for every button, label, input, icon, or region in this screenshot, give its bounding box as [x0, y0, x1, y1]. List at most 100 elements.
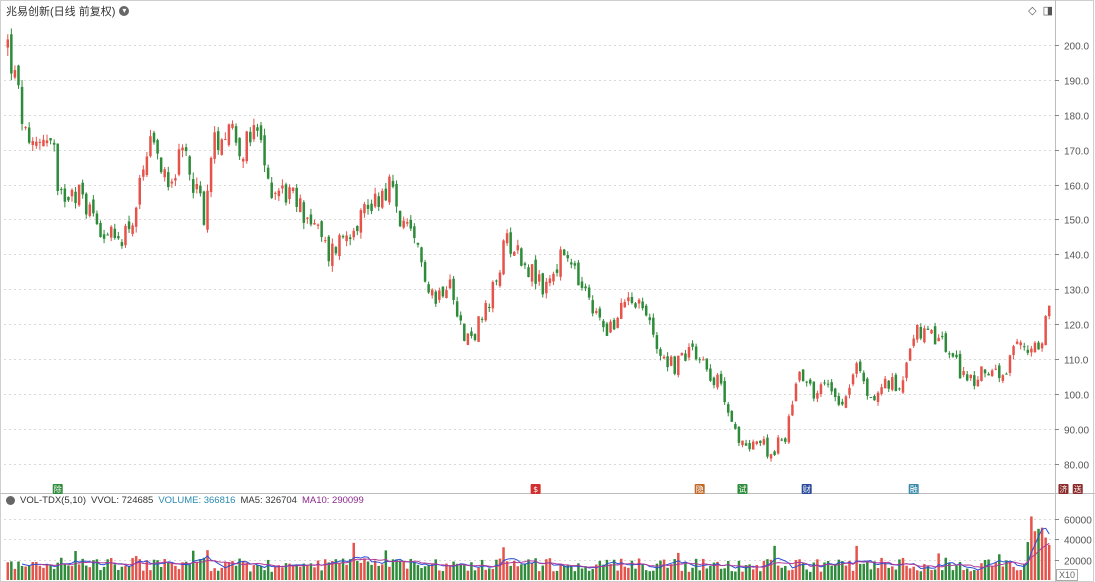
volume-bar — [1033, 531, 1037, 580]
volume-bar — [677, 552, 680, 580]
event-marker-label[interactable]: $ — [533, 485, 538, 494]
volume-bar — [366, 561, 370, 580]
event-marker-label[interactable]: 财 — [803, 484, 811, 494]
candle-body — [67, 196, 70, 201]
volume-bar — [252, 565, 256, 580]
volume-bar — [841, 561, 844, 580]
event-marker-label[interactable]: 隐 — [696, 484, 704, 494]
event-marker[interactable] — [530, 484, 541, 494]
volume-bar — [92, 560, 95, 580]
volume-bar — [666, 567, 669, 580]
event-marker[interactable] — [52, 484, 63, 494]
panel-toggle-icon[interactable]: ◨ — [1042, 5, 1053, 17]
event-marker[interactable] — [1072, 484, 1083, 494]
candle-body — [323, 240, 327, 242]
volume-bar — [702, 558, 705, 580]
top-icons: ◇ ◨ — [1028, 4, 1053, 17]
volume-bar — [505, 561, 509, 580]
volume-bar — [291, 566, 295, 580]
candle-body — [38, 141, 42, 143]
volume-bar — [6, 562, 10, 580]
candle-body — [851, 374, 855, 385]
volume-bar — [67, 565, 70, 580]
candle-body — [181, 147, 184, 151]
volume-bar — [138, 559, 141, 580]
candle-body — [644, 305, 648, 316]
price-tick-label: 130.0 — [1064, 286, 1089, 297]
volume-bar — [413, 562, 416, 580]
event-marker[interactable] — [737, 484, 748, 494]
candle-body — [580, 281, 584, 288]
volume-bar — [548, 558, 552, 580]
candle-body — [405, 222, 409, 224]
volume-bar — [973, 569, 976, 580]
candle-body — [1019, 342, 1022, 346]
candle-body — [548, 278, 552, 283]
candle-body — [616, 317, 619, 328]
candle-body — [480, 318, 484, 320]
event-marker-label[interactable]: 除 — [54, 484, 62, 494]
volume-bar — [983, 559, 987, 580]
candle-body — [919, 327, 923, 339]
volume-bar — [391, 559, 395, 580]
candle-body — [295, 187, 298, 207]
candle-body — [109, 226, 113, 238]
volume-bar — [113, 564, 117, 580]
price-tick-label: 170.0 — [1064, 147, 1089, 158]
candle-body — [990, 370, 994, 377]
candle-body — [306, 217, 309, 219]
candle-body — [809, 379, 812, 384]
volume-bar — [256, 565, 259, 580]
price-tick-label: 180.0 — [1064, 112, 1089, 123]
volume-bar — [334, 559, 338, 580]
price-tick-label: 110.0 — [1064, 356, 1089, 367]
candle-body — [1005, 373, 1008, 375]
volume-bar — [962, 570, 965, 580]
volume-bar — [216, 570, 220, 580]
candle-body — [13, 70, 17, 78]
event-marker-label[interactable]: 送 — [1074, 484, 1082, 494]
price-tick-label: 100.0 — [1064, 391, 1089, 402]
volume-bar — [527, 559, 530, 580]
event-marker-label[interactable]: 试 — [738, 484, 746, 494]
event-marker[interactable] — [908, 484, 919, 494]
candle-body — [331, 243, 334, 266]
volume-bar — [10, 561, 13, 580]
event-marker[interactable] — [694, 484, 705, 494]
volume-bar — [833, 563, 837, 580]
candle-body — [188, 156, 191, 175]
volume-bar — [277, 565, 281, 580]
candle-body — [316, 224, 320, 226]
candle-body — [52, 142, 56, 145]
event-marker[interactable] — [1058, 484, 1069, 494]
candle-body — [270, 182, 273, 198]
event-marker[interactable] — [801, 484, 812, 494]
candle-body — [659, 349, 662, 356]
volume-bar — [81, 558, 84, 580]
event-marker-label[interactable]: 融 — [910, 484, 918, 494]
price-tick-label: 140.0 — [1064, 251, 1089, 262]
candle-body — [124, 225, 127, 246]
chevron-down-icon[interactable]: ▾ — [119, 6, 130, 16]
volume-bar — [495, 559, 498, 580]
zoom-x10-label[interactable]: X10 — [1056, 569, 1079, 581]
candle-body — [848, 387, 851, 395]
volume-bar — [734, 571, 737, 580]
candle-body — [409, 219, 413, 229]
candle-body — [1030, 348, 1033, 353]
candle-body — [776, 437, 780, 454]
volume-bar — [163, 559, 166, 580]
candle-body — [6, 39, 10, 48]
candle-body — [619, 302, 623, 319]
volume-settings-icon[interactable] — [6, 496, 15, 505]
price-tick-label: 200.0 — [1064, 42, 1089, 53]
event-marker-label[interactable]: 济 — [1059, 484, 1067, 494]
volume-bar — [106, 559, 109, 580]
candle-body — [787, 416, 791, 443]
volume-bar — [274, 566, 277, 580]
candle-body — [559, 249, 562, 277]
candle-body — [484, 303, 487, 321]
volume-bar — [648, 571, 652, 580]
diamond-icon[interactable]: ◇ — [1028, 5, 1037, 17]
